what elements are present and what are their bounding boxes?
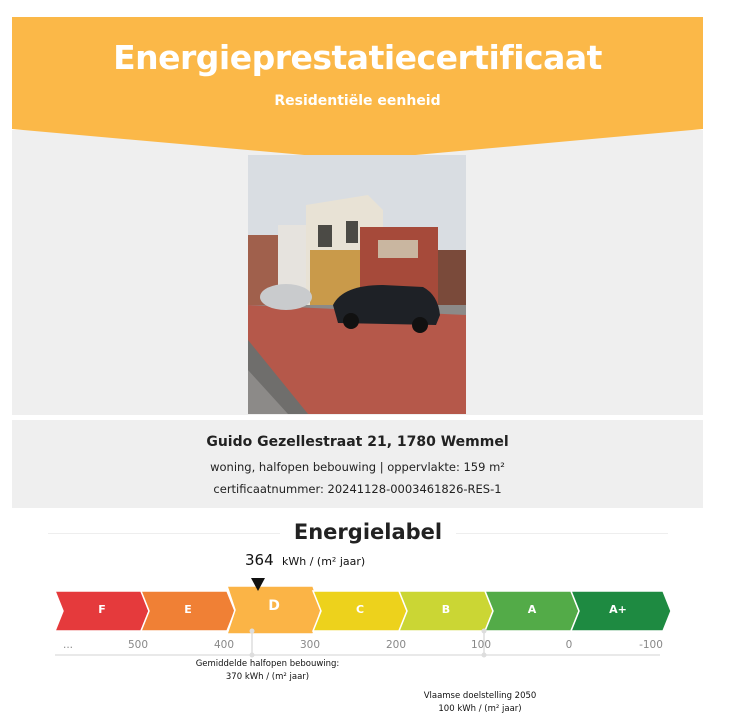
certificate-number: certificaatnummer: 20241128-0003461826-R… (213, 482, 502, 496)
segment-label: B (441, 603, 451, 616)
average-label: Gemiddelde halfopen bebouwing: (195, 659, 340, 669)
header-banner (12, 17, 703, 160)
target-note: Vlaamse doelstelling 2050 100 kWh / (m² … (410, 690, 550, 716)
tick-label: 0 (565, 639, 573, 651)
target-value: 100 kWh / (m² jaar) (438, 704, 522, 714)
tick-label: 500 (127, 639, 149, 651)
property-info: Guido Gezellestraat 21, 1780 Wemmel woni… (12, 420, 703, 508)
segment-label: A+ (609, 603, 627, 616)
address: Guido Gezellestraat 21, 1780 Wemmel (206, 434, 509, 450)
segment-d (225, 585, 322, 635)
energy-unit: kWh / (m² jaar) (282, 555, 366, 568)
energy-scale (53, 578, 672, 658)
segment-a-plus (569, 590, 672, 632)
target-label: Vlaamse doelstelling 2050 (423, 691, 537, 701)
average-value: 370 kWh / (m² jaar) (225, 672, 310, 682)
segment-label: D (268, 598, 280, 614)
tick-label: 100 (470, 639, 492, 651)
segment-e (139, 590, 236, 632)
current-value-marker-icon (251, 578, 265, 591)
tick-label: 300 (299, 639, 321, 651)
segment-label: E (184, 603, 192, 616)
segment-label: F (98, 603, 106, 616)
energylabel-title: Energielabel (279, 520, 457, 544)
tick-label: 400 (213, 639, 235, 651)
page-title: Energieprestatiecertificaat (113, 38, 602, 77)
page-subtitle: Residentiële eenheid (274, 93, 441, 109)
average-note: Gemiddelde halfopen bebouwing: 370 kWh /… (190, 658, 345, 684)
property-description: woning, halfopen bebouwing | oppervlakte… (210, 460, 505, 474)
segment-label: C (355, 603, 365, 616)
segment-label: A (527, 603, 537, 616)
tick-label: ... (62, 639, 73, 651)
tick-label: -100 (639, 639, 663, 651)
house-photo (248, 155, 466, 414)
energy-value: 364 (245, 551, 274, 569)
tick-label: 200 (385, 639, 407, 651)
